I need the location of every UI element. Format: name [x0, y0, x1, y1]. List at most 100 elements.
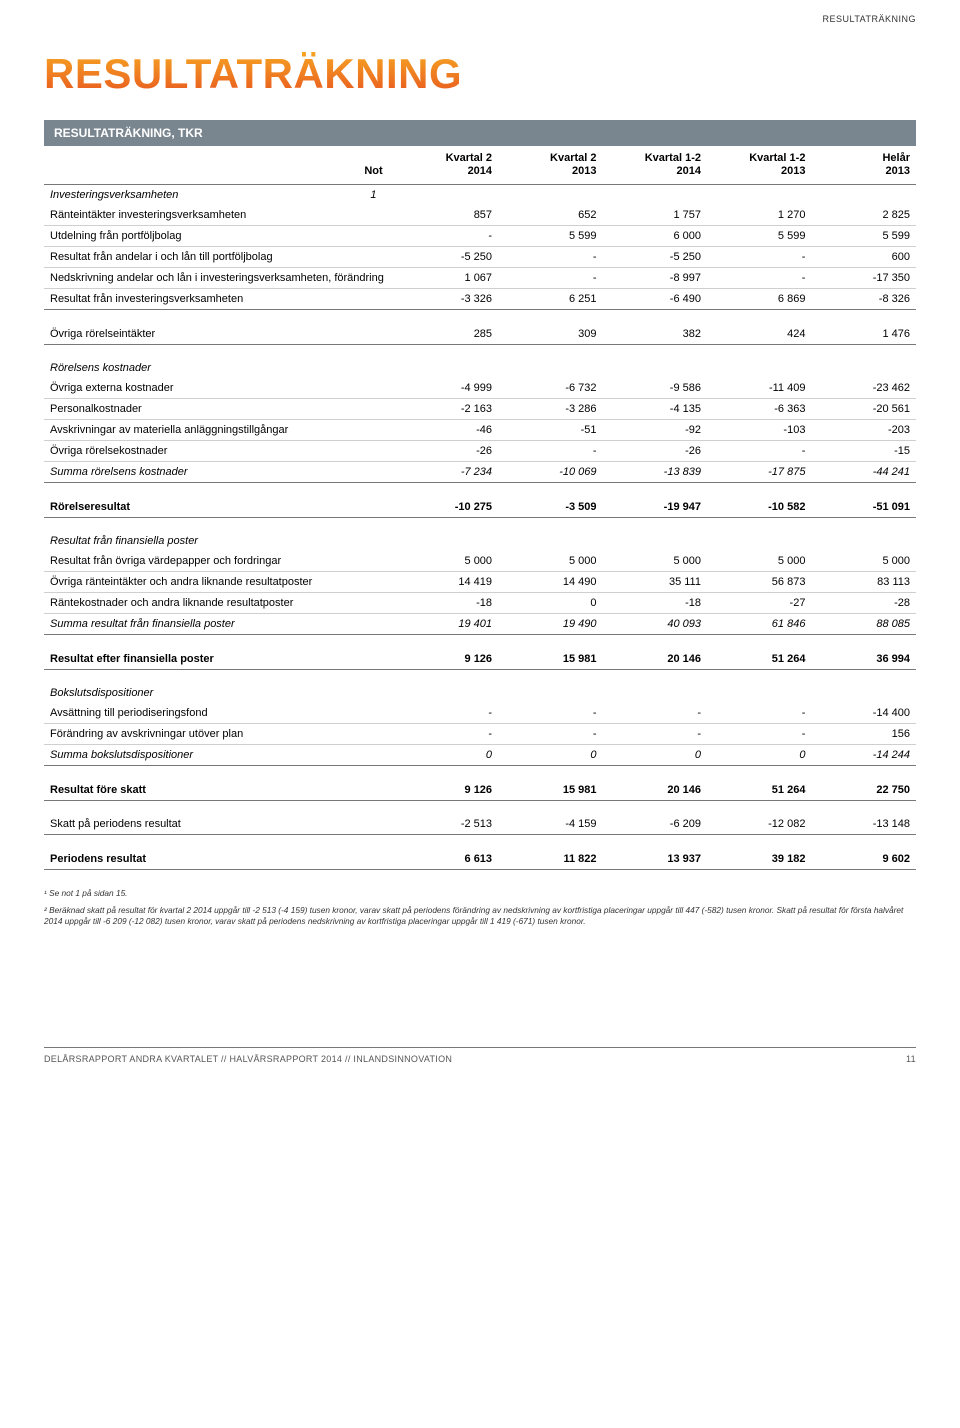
table-row: Summa resultat från finansiella poster 1…	[44, 614, 916, 635]
row-label: Skatt på periodens resultat	[44, 814, 353, 835]
row-label: Resultat före skatt	[44, 780, 353, 801]
cell: -2 163	[394, 399, 498, 420]
cell: 156	[811, 724, 916, 745]
cell: -92	[603, 420, 707, 441]
cell: -14 244	[811, 745, 916, 766]
cell: 0	[707, 745, 811, 766]
cell: -17 875	[707, 462, 811, 483]
cell: -10 275	[394, 497, 498, 518]
col-k2-2013: Kvartal 22013	[498, 146, 602, 185]
cell: 309	[498, 324, 602, 345]
cell: 9 126	[394, 649, 498, 670]
table-row: Räntekostnader och andra liknande result…	[44, 593, 916, 614]
row-label: Resultat från andelar i och lån till por…	[44, 247, 353, 268]
row-label: Räntekostnader och andra liknande result…	[44, 593, 353, 614]
cell: 9 602	[811, 849, 916, 870]
cell: 14 490	[498, 572, 602, 593]
footnotes: ¹ Se not 1 på sidan 15. ² Beräknad skatt…	[44, 888, 916, 928]
cell: 22 750	[811, 780, 916, 801]
table-row: Övriga externa kostnader -4 999-6 732-9 …	[44, 378, 916, 399]
cell: -	[498, 247, 602, 268]
cell: 5 000	[811, 551, 916, 572]
cell: 6 000	[603, 226, 707, 247]
cell: -20 561	[811, 399, 916, 420]
cell: -3 326	[394, 289, 498, 310]
cell: -	[707, 247, 811, 268]
cell: -	[707, 724, 811, 745]
cell: -	[394, 226, 498, 247]
cell: 40 093	[603, 614, 707, 635]
cell: -	[707, 268, 811, 289]
col-k12-2013: Kvartal 1-22013	[707, 146, 811, 185]
cell: -4 999	[394, 378, 498, 399]
top-section-label: RESULTATRÄKNING	[822, 14, 916, 24]
cell: -8 326	[811, 289, 916, 310]
row-label: Förändring av avskrivningar utöver plan	[44, 724, 353, 745]
cell: 56 873	[707, 572, 811, 593]
income-statement-table: Not Kvartal 22014 Kvartal 22013 Kvartal …	[44, 146, 916, 870]
footnote-2: ² Beräknad skatt på resultat för kvartal…	[44, 905, 916, 927]
cell: 5 000	[394, 551, 498, 572]
cell: -13 148	[811, 814, 916, 835]
row-label: Rörelsens kostnader	[44, 358, 353, 378]
table-row: Resultat från investeringsverksamheten -…	[44, 289, 916, 310]
cell: 600	[811, 247, 916, 268]
row-label: Investeringsverksamheten	[44, 185, 353, 206]
col-k12-2014: Kvartal 1-22014	[603, 146, 707, 185]
table-row: Avskrivningar av materiella anläggningst…	[44, 420, 916, 441]
cell: 5 000	[603, 551, 707, 572]
cell: -2 513	[394, 814, 498, 835]
cell: -19 947	[603, 497, 707, 518]
cell: 382	[603, 324, 707, 345]
cell: 6 869	[707, 289, 811, 310]
cell: 61 846	[707, 614, 811, 635]
cell: -	[603, 703, 707, 724]
cell: -6 209	[603, 814, 707, 835]
cell: 5 599	[498, 226, 602, 247]
table-header-row: Not Kvartal 22014 Kvartal 22013 Kvartal …	[44, 146, 916, 185]
row-label: Bokslutsdispositioner	[44, 683, 353, 703]
cell: -6 363	[707, 399, 811, 420]
cell: -44 241	[811, 462, 916, 483]
cell: 39 182	[707, 849, 811, 870]
cell: -51 091	[811, 497, 916, 518]
cell: 285	[394, 324, 498, 345]
cell: -11 409	[707, 378, 811, 399]
cell: -7 234	[394, 462, 498, 483]
cell-not: 1	[353, 185, 393, 206]
footnote-1: ¹ Se not 1 på sidan 15.	[44, 888, 916, 899]
cell: 35 111	[603, 572, 707, 593]
row-label: Övriga ränteintäkter och andra liknande …	[44, 572, 353, 593]
cell: 83 113	[811, 572, 916, 593]
cell: 13 937	[603, 849, 707, 870]
row-label: Resultat från övriga värdepapper och for…	[44, 551, 353, 572]
cell: -15	[811, 441, 916, 462]
cell: 424	[707, 324, 811, 345]
row-label: Periodens resultat	[44, 849, 353, 870]
row-label: Utdelning från portföljbolag	[44, 226, 353, 247]
table-heading-band: RESULTATRÄKNING, TKR	[44, 120, 916, 146]
row-label: Resultat från investeringsverksamheten	[44, 289, 353, 310]
table-row: Övriga ränteintäkter och andra liknande …	[44, 572, 916, 593]
cell: -8 997	[603, 268, 707, 289]
cell: -4 135	[603, 399, 707, 420]
row-label: Ränteintäkter investeringsverksamheten	[44, 205, 353, 226]
col-empty	[44, 146, 353, 185]
col-helar: Helår2013	[811, 146, 916, 185]
table-row: Resultat efter finansiella poster 9 1261…	[44, 649, 916, 670]
cell: -6 490	[603, 289, 707, 310]
cell: 19 401	[394, 614, 498, 635]
cell: -26	[394, 441, 498, 462]
table-row: Avsättning till periodiseringsfond -----…	[44, 703, 916, 724]
cell: 0	[394, 745, 498, 766]
cell: 5 000	[707, 551, 811, 572]
table-row: Skatt på periodens resultat -2 513-4 159…	[44, 814, 916, 835]
cell: -14 400	[811, 703, 916, 724]
row-label: Nedskrivning andelar och lån i investeri…	[44, 268, 353, 289]
col-k2-2014: Kvartal 22014	[394, 146, 498, 185]
cell: 2 825	[811, 205, 916, 226]
cell: 0	[498, 745, 602, 766]
table-row: Personalkostnader -2 163-3 286-4 135-6 3…	[44, 399, 916, 420]
cell: 1 757	[603, 205, 707, 226]
cell: 20 146	[603, 780, 707, 801]
